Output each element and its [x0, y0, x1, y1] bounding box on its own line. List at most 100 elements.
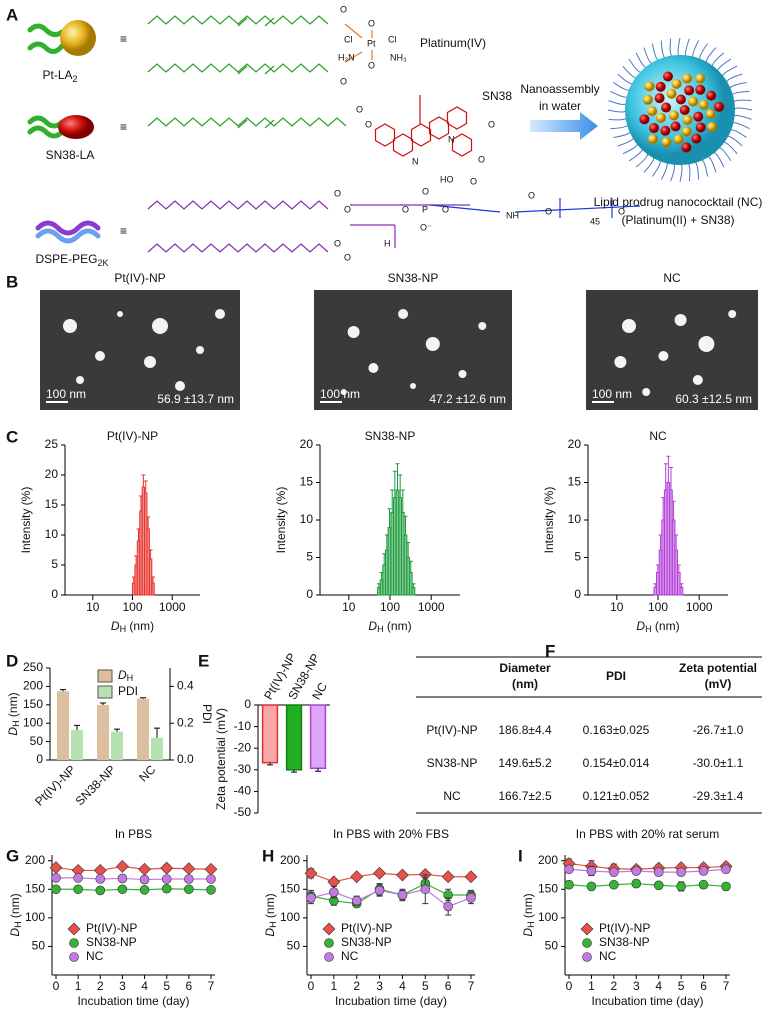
atom: O — [528, 190, 535, 200]
np-ball — [682, 73, 693, 84]
y-tick-label: 20 — [45, 467, 59, 481]
marker — [184, 884, 194, 895]
chart-title: In PBS — [115, 827, 152, 841]
legend-marker — [69, 952, 79, 962]
marker — [161, 883, 172, 894]
marker — [138, 862, 151, 876]
np-ball — [647, 134, 658, 145]
marker — [564, 879, 574, 890]
np-ball — [660, 125, 671, 136]
table-cell: -30.0±1.1 — [693, 756, 744, 770]
marker — [420, 884, 431, 895]
sn38-atoms: O O N N O HO O O — [356, 104, 495, 186]
table-cell: NC — [443, 789, 461, 803]
x-tick-label: 3 — [119, 979, 126, 993]
compound-label: DSPE-PEG2K — [35, 252, 108, 268]
chart-title: In PBS with 20% FBS — [333, 827, 449, 841]
particle — [95, 351, 105, 361]
marker — [95, 885, 106, 896]
x-tick-label: 6 — [445, 979, 452, 993]
marker — [160, 861, 174, 875]
marker — [631, 866, 642, 876]
peg-chain — [726, 73, 743, 84]
atom: O — [618, 206, 625, 216]
np-ball — [647, 106, 658, 117]
legend-swatch — [97, 685, 113, 699]
platinum-label: Platinum(IV) — [420, 36, 486, 50]
peg-chain — [729, 129, 747, 138]
x-tick-label: 0 — [53, 979, 60, 993]
particle — [410, 383, 416, 389]
atom: O — [470, 176, 477, 186]
np-ball — [656, 112, 667, 123]
x-tick-label: 4 — [399, 979, 406, 993]
marker — [206, 874, 216, 884]
y-axis-title-part: (nm) — [521, 893, 535, 921]
marker — [206, 885, 216, 895]
y-tick-label: -20 — [234, 740, 252, 754]
ring — [446, 106, 468, 130]
legend-label: SN38-NP — [341, 935, 392, 949]
peg-chain — [685, 38, 690, 57]
peg-chain — [613, 82, 631, 91]
marker — [586, 881, 597, 892]
marker — [466, 893, 476, 903]
marker — [117, 873, 128, 884]
chain — [147, 243, 329, 253]
y-axis-title: Intensity (%) — [19, 487, 33, 554]
arrow-text: in water — [539, 99, 581, 113]
x-tick-label: 1 — [75, 979, 82, 993]
compound-sub: 2 — [73, 74, 78, 84]
error-bar — [148, 549, 153, 559]
y-axis-title-part: D — [263, 928, 277, 937]
marker — [161, 874, 172, 884]
particle — [215, 309, 225, 319]
svg-text:≡: ≡ — [120, 32, 127, 46]
atom: Cl — [344, 34, 353, 44]
tem-title: NC — [663, 271, 681, 285]
np-ball — [644, 81, 655, 92]
y-axis-title-part: (nm) — [6, 692, 20, 720]
table-header: (mV) — [705, 677, 732, 691]
peg-chain — [608, 116, 627, 121]
particle — [152, 318, 168, 334]
peg-chain — [722, 65, 738, 78]
legend-label: SN38-NP — [599, 935, 650, 949]
peg-chain — [610, 90, 629, 98]
y-tick-label: 200 — [23, 679, 43, 693]
x-tick-label: 5 — [422, 979, 429, 993]
np-ball — [688, 96, 699, 107]
scale-label: 100 nm — [320, 387, 360, 401]
x-tick-label: 0 — [308, 979, 315, 993]
np-ball — [654, 93, 665, 104]
np-ball — [649, 123, 660, 134]
particle — [728, 310, 737, 318]
y-tick-label: 10 — [300, 512, 314, 526]
atom: NH — [506, 210, 519, 220]
y-axis-title: DH (nm) — [8, 893, 23, 936]
panel-label: E — [198, 651, 209, 670]
peg-chain — [731, 90, 750, 97]
marker — [609, 867, 619, 877]
x-tick-label: 3 — [633, 979, 640, 993]
panel-label: A — [6, 5, 18, 24]
peg-chain — [660, 161, 668, 180]
particle — [196, 346, 204, 354]
x-tick-label: NC — [309, 680, 330, 702]
atom: O — [334, 188, 341, 198]
x-tick-label: 1 — [331, 979, 338, 993]
legend-label: Pt(IV)-NP — [86, 921, 137, 935]
atom: O — [545, 206, 552, 216]
np-ball — [714, 101, 725, 112]
x-tick-label: 5 — [163, 979, 170, 993]
bond — [344, 23, 363, 39]
y-tick-label: 0 — [51, 587, 58, 601]
table-cell: 186.8±4.4 — [498, 723, 552, 737]
peg-chain — [608, 100, 627, 105]
peg-chain — [607, 109, 627, 113]
np-ball — [707, 121, 718, 132]
error-bar — [668, 467, 673, 490]
particle — [478, 322, 487, 330]
x-tick-label: NC — [136, 762, 158, 784]
legend-marker — [580, 922, 594, 936]
